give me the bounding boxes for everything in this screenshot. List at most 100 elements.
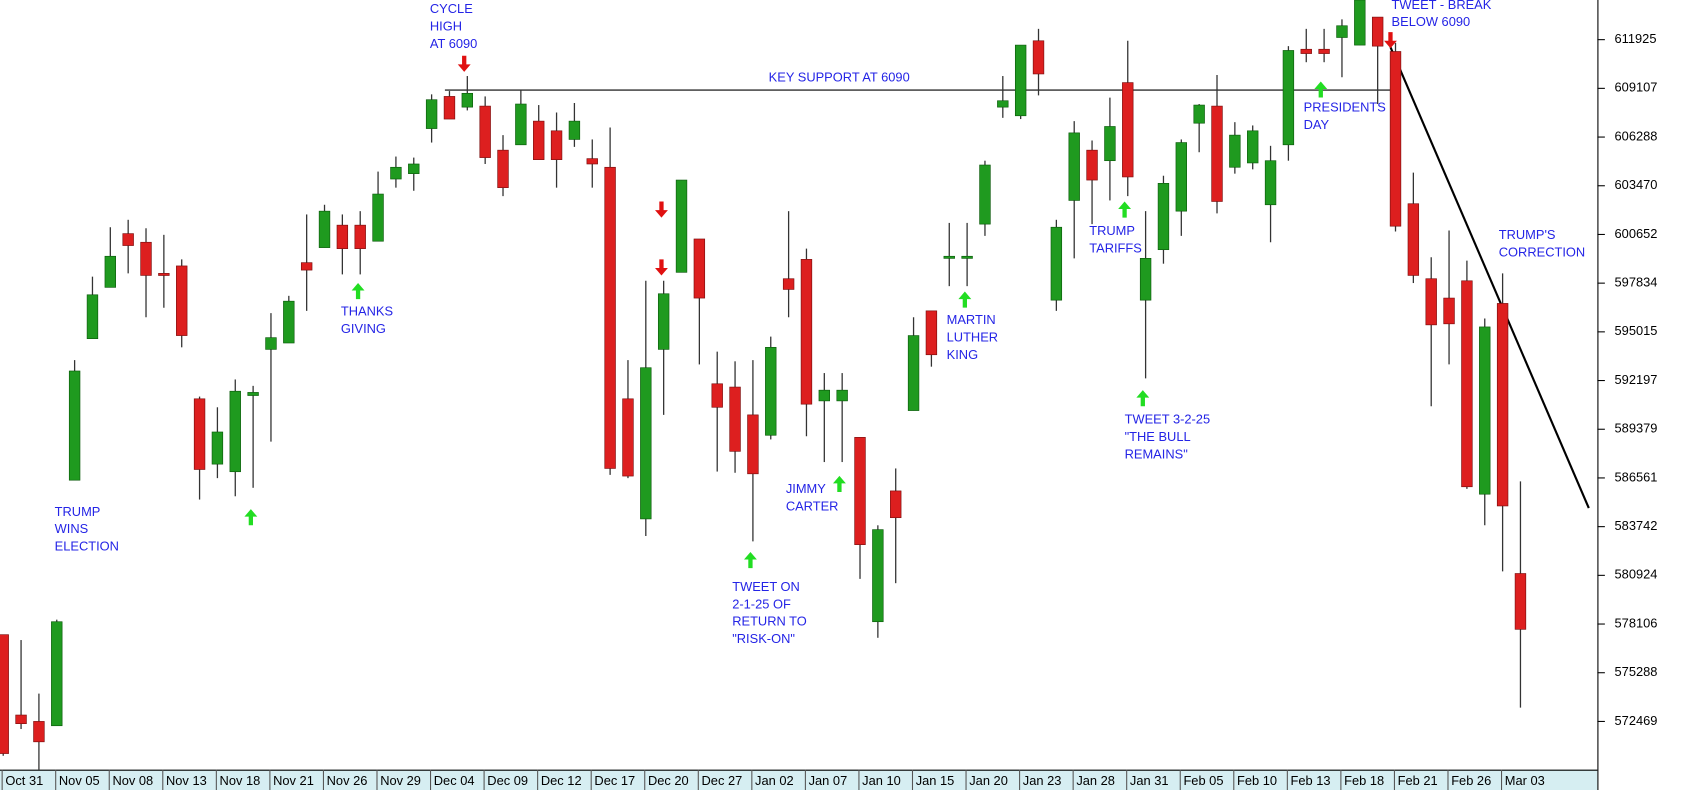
- annotation: CARTER: [786, 499, 839, 514]
- x-axis-band: [0, 769, 1598, 790]
- candle-body: [533, 120, 545, 160]
- annotation: PRESIDENTS: [1304, 100, 1386, 115]
- candle-body: [15, 714, 27, 724]
- candle-body: [193, 398, 206, 470]
- candle-body: [1479, 326, 1491, 495]
- x-tick-label: Jan 23: [1023, 773, 1062, 788]
- annotation: BELOW 6090: [1392, 14, 1471, 29]
- annotation: TRUMP: [1089, 223, 1135, 238]
- x-tick-label: Feb 10: [1237, 773, 1277, 788]
- y-tick-label: 592197: [1615, 372, 1658, 387]
- x-tick-label: Nov 08: [112, 773, 153, 788]
- y-tick-label: 597834: [1615, 275, 1658, 290]
- up-arrow: [351, 282, 365, 300]
- candle-body: [300, 262, 313, 271]
- annotation: JIMMY: [786, 481, 826, 496]
- x-tick-label: Dec 12: [541, 773, 582, 788]
- annotation: HIGH: [430, 19, 462, 34]
- annotation: TRUMP'S: [1499, 227, 1556, 242]
- candle-body: [408, 163, 420, 174]
- annotation: WINS: [55, 521, 89, 536]
- candle-body: [140, 241, 152, 276]
- candle-body: [1496, 303, 1509, 507]
- candle-body: [425, 99, 438, 129]
- down-arrow: [655, 259, 668, 276]
- x-tick-label: Jan 07: [809, 773, 848, 788]
- y-tick-label: 600652: [1615, 226, 1658, 241]
- x-tick-label: Oct 31: [5, 773, 43, 788]
- x-tick-label: Dec 27: [702, 773, 743, 788]
- candle-body: [1407, 203, 1420, 276]
- x-tick-label: Dec 09: [487, 773, 528, 788]
- candle-body: [1211, 105, 1223, 202]
- x-tick-label: Nov 13: [166, 773, 207, 788]
- candle-body: [1264, 160, 1277, 206]
- up-arrow: [1136, 390, 1150, 407]
- annotation: DAY: [1304, 117, 1330, 132]
- arrows: [244, 32, 1397, 569]
- candle-body: [800, 259, 813, 405]
- candle-body: [1104, 126, 1116, 162]
- y-tick-label: 609107: [1615, 80, 1658, 95]
- x-tick-label: Jan 28: [1076, 773, 1115, 788]
- annotation: LUTHER: [947, 329, 998, 344]
- candle-body: [390, 166, 402, 180]
- y-tick-label: 611925: [1615, 31, 1657, 46]
- candle-body: [461, 92, 473, 108]
- down-arrow: [1384, 32, 1397, 49]
- annotation: REMAINS": [1125, 447, 1189, 462]
- candle-body: [158, 273, 170, 276]
- trend-line: [1389, 46, 1590, 509]
- y-tick-label: 578106: [1615, 615, 1658, 630]
- candle-body: [265, 337, 277, 350]
- annotation: TWEET 3-2-25: [1125, 412, 1211, 427]
- annotation: RETURN TO: [732, 614, 807, 629]
- candle-body: [854, 437, 866, 545]
- candle-body: [872, 529, 884, 623]
- candle-body: [515, 103, 527, 146]
- y-tick-label: 603470: [1615, 177, 1658, 192]
- x-tick-label: Nov 05: [59, 773, 100, 788]
- candle-body: [586, 158, 598, 165]
- candle-body: [211, 431, 224, 465]
- x-tick-label: Feb 21: [1398, 773, 1438, 788]
- x-tick-label: Jan 20: [969, 773, 1008, 788]
- candle-body: [0, 634, 9, 754]
- candle-body: [283, 300, 295, 344]
- x-tick-label: Feb 18: [1344, 773, 1384, 788]
- annotation: TWEET ON: [732, 579, 800, 594]
- annotation: THANKS: [341, 303, 393, 318]
- candle-body: [747, 414, 759, 475]
- candle-body: [1389, 51, 1402, 227]
- candle-body: [86, 294, 99, 340]
- candle-body: [657, 293, 670, 350]
- candle-body: [961, 255, 973, 259]
- candle-body: [1514, 573, 1527, 630]
- candle-body: [640, 367, 652, 520]
- x-tick-label: Nov 18: [220, 773, 261, 788]
- annotation: 2-1-25 OF: [732, 596, 791, 611]
- annotation: KING: [947, 347, 978, 362]
- candle-body: [1461, 280, 1473, 488]
- candle-body: [68, 370, 81, 481]
- annotation: TARIFFS: [1089, 240, 1142, 255]
- y-tick-label: 589379: [1615, 421, 1658, 436]
- candles: [0, 0, 1527, 770]
- candle-body: [979, 164, 991, 225]
- candle-body: [836, 389, 848, 402]
- candle-body: [818, 389, 830, 402]
- candle-body: [1032, 40, 1045, 75]
- candle-body: [729, 386, 741, 452]
- x-tick-label: Jan 10: [862, 773, 901, 788]
- candle-body: [1086, 149, 1098, 181]
- candle-body: [354, 224, 366, 249]
- annotation: AT 6090: [430, 36, 477, 51]
- annotation: CYCLE: [430, 1, 473, 16]
- candle-body: [1068, 132, 1080, 201]
- x-tick-label: Nov 29: [380, 773, 421, 788]
- x-tick-label: Feb 13: [1291, 773, 1331, 788]
- annotation: "RISK-ON": [732, 631, 795, 646]
- candle-body: [1193, 104, 1205, 124]
- candle-body: [1300, 48, 1312, 54]
- down-arrow: [457, 55, 471, 72]
